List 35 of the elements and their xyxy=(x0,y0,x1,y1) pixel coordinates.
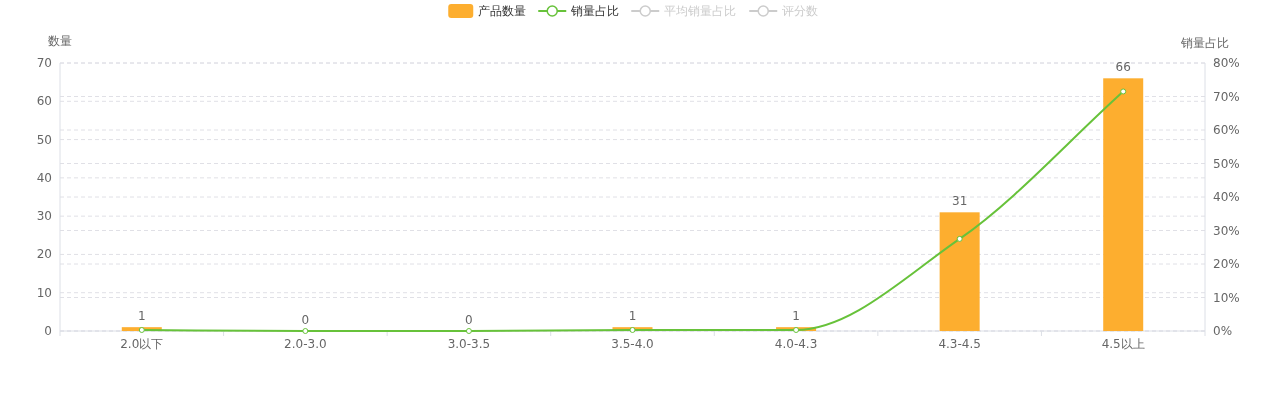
x-tick-label: 3.0-3.5 xyxy=(447,337,491,351)
y2-tick-label: 80% xyxy=(1213,56,1240,70)
y2-axis-title: 销量占比 xyxy=(1180,36,1229,50)
y2-tick-label: 40% xyxy=(1213,190,1240,204)
data-label: 31 xyxy=(952,194,968,209)
data-label: 66 xyxy=(1115,60,1131,75)
data-label: 0 xyxy=(465,313,473,327)
x-tick-label: 4.5以上 xyxy=(1101,337,1145,351)
data-label: 1 xyxy=(792,309,800,324)
y-tick-label: 40 xyxy=(36,170,52,185)
y2-tick-label: 60% xyxy=(1213,123,1240,137)
y-tick-label: 70 xyxy=(36,56,52,70)
data-label: 1 xyxy=(628,309,637,324)
y2-tick-label: 70% xyxy=(1213,89,1240,104)
y2-tick-label: 0% xyxy=(1213,324,1233,338)
x-tick-label: 2.0以下 xyxy=(120,337,164,351)
x-tick-label: 4.0-4.3 xyxy=(774,337,818,351)
y-tick-label: 20 xyxy=(36,247,52,262)
data-label: 1 xyxy=(137,309,146,324)
legend-label: 销量占比 xyxy=(570,4,620,18)
x-tick-label: 4.3-4.5 xyxy=(938,337,981,351)
y-tick-label: 60 xyxy=(36,94,52,109)
data-label: 0 xyxy=(301,313,310,327)
x-tick-label: 3.5-4.0 xyxy=(611,337,654,351)
y-tick-label: 0 xyxy=(44,324,52,338)
y-tick-label: 50 xyxy=(36,132,52,147)
y2-tick-label: 30% xyxy=(1213,223,1240,238)
x-tick-label: 2.0-3.0 xyxy=(284,337,327,351)
y-axis-title: 数量 xyxy=(48,34,72,48)
legend-label: 产品数量 xyxy=(478,4,527,18)
y2-tick-label: 20% xyxy=(1213,257,1240,271)
y2-tick-label: 10% xyxy=(1213,290,1240,305)
y-tick-label: 30 xyxy=(36,209,52,224)
y-tick-label: 10 xyxy=(36,285,52,300)
y2-tick-label: 50% xyxy=(1213,156,1240,171)
